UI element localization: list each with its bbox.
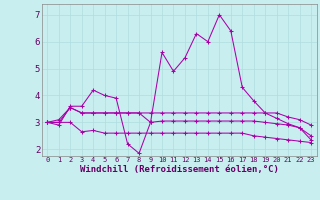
- X-axis label: Windchill (Refroidissement éolien,°C): Windchill (Refroidissement éolien,°C): [80, 165, 279, 174]
